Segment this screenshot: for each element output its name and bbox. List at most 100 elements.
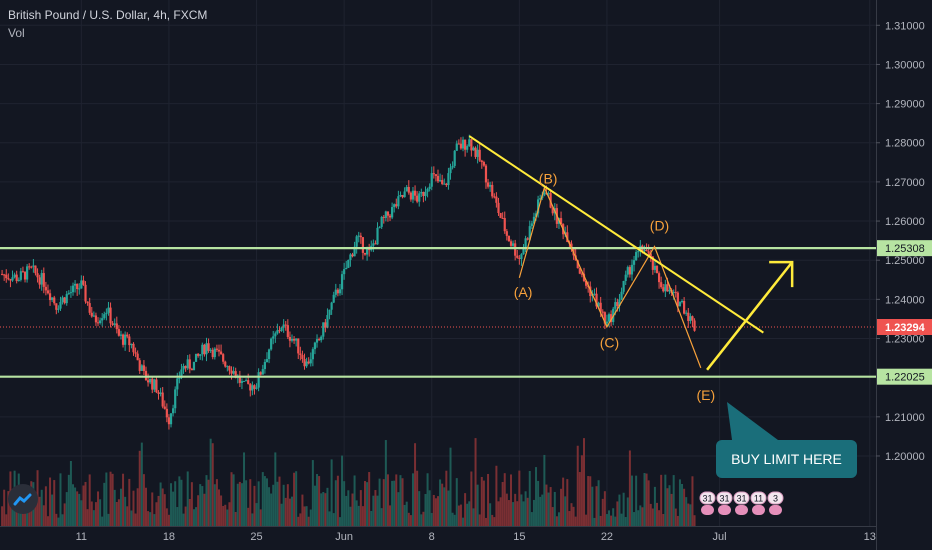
volume-bar: [639, 505, 642, 526]
volume-bar: [159, 482, 162, 526]
candle-body: [420, 191, 423, 194]
time-tick-label: 11: [76, 531, 87, 543]
volume-bar: [495, 465, 498, 526]
volume-bar: [192, 509, 195, 526]
candle-body: [261, 369, 264, 375]
volume-bar: [662, 514, 665, 526]
price-tick-label: 1.28000: [885, 138, 925, 150]
elliott-wave-path[interactable]: [518, 186, 702, 369]
candle-body: [301, 355, 304, 360]
volume-bar: [434, 498, 437, 526]
candle-body: [501, 217, 504, 219]
wave-label: (D): [650, 218, 669, 234]
volume-bar: [610, 515, 613, 526]
candle-body: [493, 196, 496, 198]
time-axis[interactable]: 11 18 25 Jun 8 15 22 Jul 13: [0, 526, 876, 550]
volume-bar: [370, 510, 373, 526]
volume-bar: [157, 495, 160, 526]
volume-bar: [439, 479, 442, 526]
volume-bar: [510, 474, 512, 526]
candle-body: [622, 281, 625, 292]
volume-bar: [226, 509, 229, 526]
volume-bar: [74, 487, 77, 526]
volume-badge[interactable]: [699, 491, 716, 505]
candle-body: [680, 300, 684, 303]
volume-badge[interactable]: [733, 491, 750, 505]
time-tick-label: 13: [864, 531, 876, 543]
candle-body: [207, 343, 210, 351]
volume-bar: [681, 483, 684, 526]
volume-bar: [195, 507, 198, 526]
volume-bar: [21, 507, 24, 526]
volume-badge-text: 11: [754, 494, 763, 504]
volume-badge[interactable]: [750, 491, 767, 505]
volume-bar: [443, 487, 446, 526]
candle-body: [453, 150, 456, 166]
tradingview-logo-icon[interactable]: [8, 484, 38, 514]
candle-body: [322, 322, 325, 337]
volume-indicator-label[interactable]: Vol: [8, 26, 25, 40]
volume-bar: [301, 494, 304, 526]
trendline[interactable]: [468, 135, 764, 334]
candle-body: [3, 274, 6, 276]
candle-body: [438, 180, 442, 182]
volume-bar: [34, 500, 37, 526]
candle-body: [163, 406, 166, 409]
candle-body: [578, 268, 581, 274]
current-price-tag: [877, 318, 932, 335]
volume-bar: [578, 472, 581, 526]
volume-bar: [215, 479, 218, 526]
volume-bar: [261, 472, 264, 526]
volume-bar: [378, 478, 381, 526]
volume-bar: [278, 476, 281, 526]
volume-bar: [51, 494, 54, 526]
candle-body: [416, 195, 419, 202]
candle-body: [338, 289, 342, 294]
candle-body: [9, 279, 12, 281]
volume-badge-text: 31: [736, 494, 746, 504]
candle-body: [405, 186, 408, 192]
candle-body: [345, 267, 348, 270]
volume-bar: [499, 497, 502, 526]
price-axis[interactable]: 1.31000 1.30000 1.29000 1.28000 1.27000 1.260…: [876, 0, 932, 550]
symbol-title[interactable]: British Pound / U.S. Dollar, 4h, FXCM: [8, 8, 208, 22]
price-tick-label: 1.23000: [885, 334, 925, 346]
volume-bar: [240, 483, 243, 526]
volume-bar: [664, 474, 667, 526]
volume-bar: [361, 506, 364, 526]
volume-bar: [674, 508, 677, 526]
volume-bar: [570, 503, 573, 526]
candle-body: [249, 383, 252, 391]
candle-body: [599, 302, 602, 312]
volume-bar: [372, 495, 375, 526]
candle-body: [17, 279, 20, 282]
volume-bar: [407, 512, 410, 526]
candle-body: [151, 378, 154, 390]
volume-bar: [203, 493, 206, 526]
volume-bar: [628, 450, 631, 526]
volume-bar: [441, 483, 444, 526]
projection-arrow[interactable]: [706, 261, 794, 371]
candle-body: [409, 192, 412, 200]
candle-body: [86, 301, 89, 304]
candle-body: [507, 235, 511, 242]
volume-bar: [457, 505, 460, 526]
candle-body: [101, 318, 104, 321]
candle-body: [660, 282, 663, 288]
volume-bar: [472, 508, 475, 526]
candle-body: [443, 183, 446, 185]
volume-badge[interactable]: [716, 491, 733, 505]
volume-bar: [447, 490, 450, 526]
volume-bar: [178, 476, 181, 526]
volume-badge[interactable]: [767, 491, 784, 505]
volume-bar: [332, 513, 335, 526]
price-tick-label: 1.31000: [885, 20, 925, 32]
volume-bar: [82, 485, 85, 526]
candle-body: [589, 286, 592, 297]
volume-bar: [130, 510, 133, 526]
volume-bar: [197, 495, 200, 526]
volume-bar: [38, 496, 41, 526]
volume-bar: [265, 478, 268, 526]
candle-body: [514, 243, 517, 256]
